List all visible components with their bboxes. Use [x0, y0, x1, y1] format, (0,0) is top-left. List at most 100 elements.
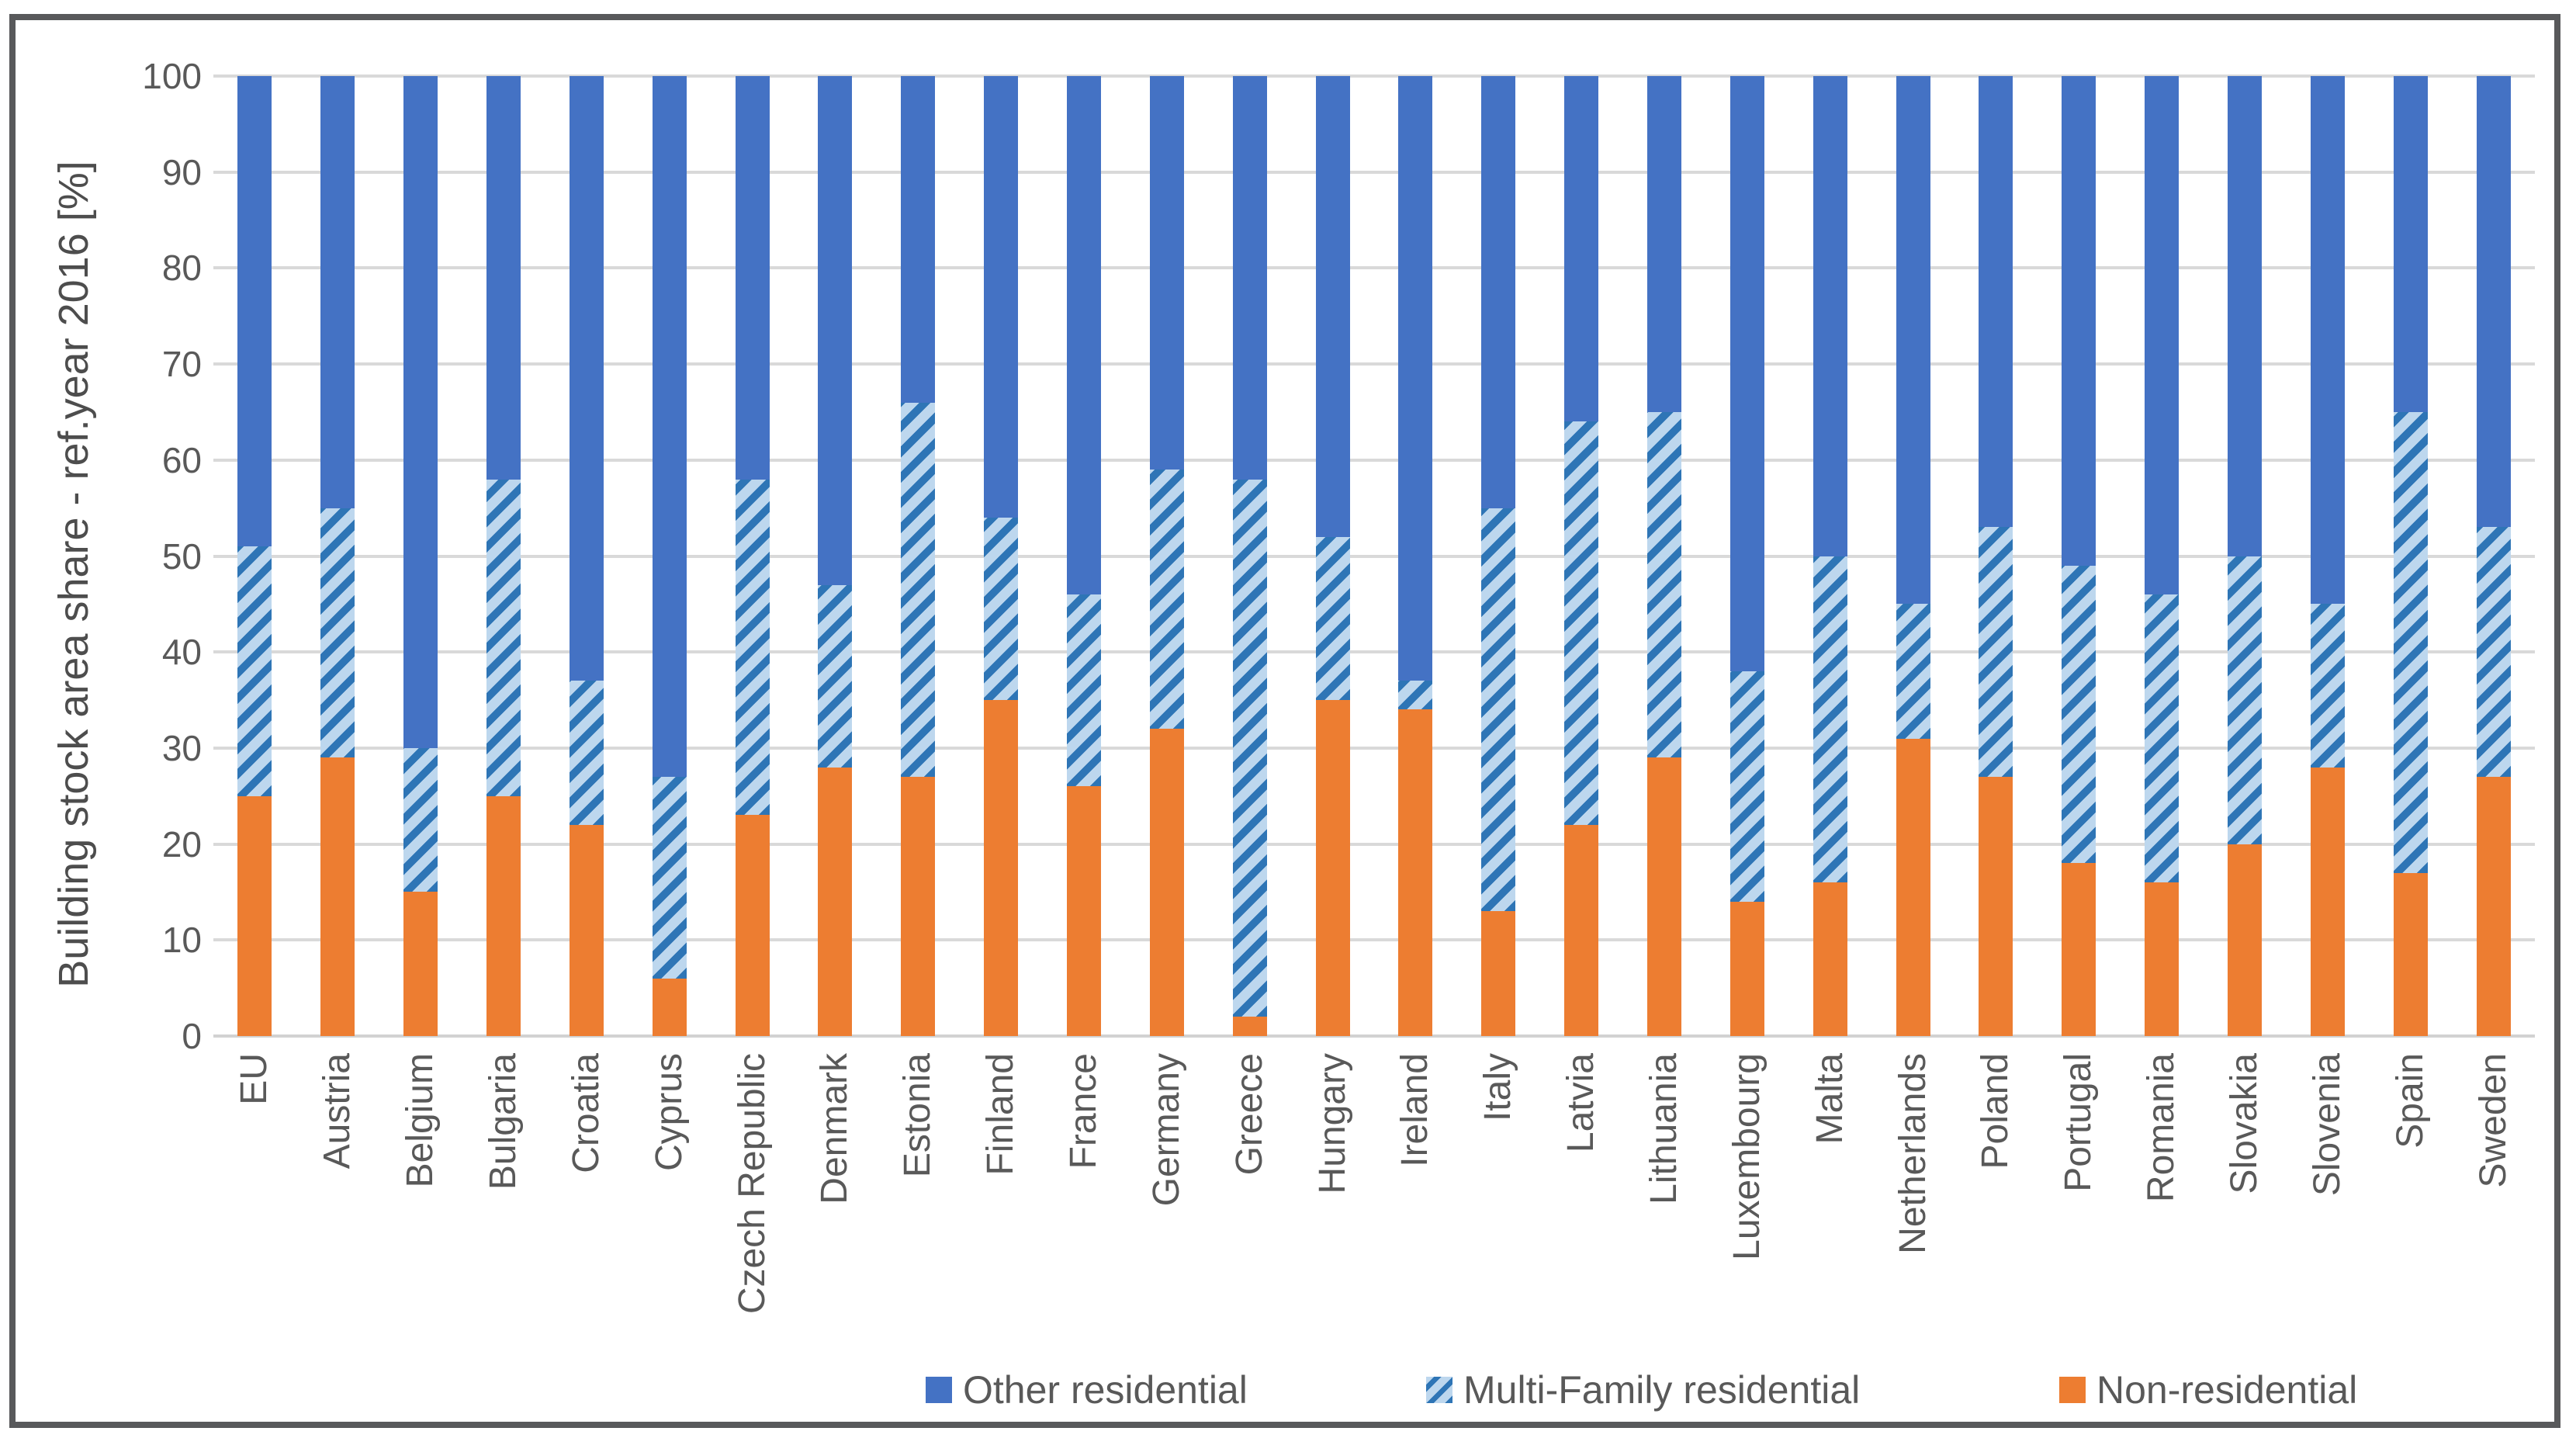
bar-segment-bulgaria-multi-family-residential [486, 479, 521, 796]
x-category-label-germany: Germany [1145, 1053, 1187, 1207]
bar-segment-france-multi-family-residential [1067, 594, 1101, 787]
bar-segment-czech-republic-multi-family-residential [735, 479, 770, 816]
bar-segment-italy-non-residential [1481, 911, 1516, 1036]
x-category-label-france: France [1063, 1053, 1104, 1170]
bar-segment-luxembourg-other-residential [1729, 76, 1764, 671]
y-tick-label-90: 90 [161, 151, 202, 192]
bar-segment-luxembourg-multi-family-residential [1729, 671, 1764, 902]
gridline-0 [213, 1034, 2535, 1038]
bar-segment-germany-non-residential [1149, 729, 1184, 1036]
bar-segment-netherlands-other-residential [1896, 76, 1930, 605]
bar-segment-spain-other-residential [2393, 76, 2428, 412]
bar-segment-romania-other-residential [2145, 76, 2180, 594]
x-category-label-slovakia: Slovakia [2224, 1053, 2265, 1194]
bar-segment-malta-multi-family-residential [1813, 556, 1847, 883]
bar-segment-bulgaria-non-residential [486, 795, 521, 1036]
x-category-label-poland: Poland [1975, 1053, 2017, 1170]
bar-segment-sweden-other-residential [2476, 76, 2511, 528]
x-category-label-estonia: Estonia [897, 1053, 939, 1178]
x-category-label-malta: Malta [1809, 1053, 1851, 1145]
gridline-70 [213, 362, 2535, 366]
bar-segment-slovakia-other-residential [2228, 76, 2262, 556]
bar-segment-denmark-other-residential [818, 76, 853, 585]
gridline-30 [213, 746, 2535, 750]
x-category-label-hungary: Hungary [1311, 1053, 1353, 1194]
bar-segment-france-non-residential [1067, 786, 1101, 1036]
x-category-label-spain: Spain [2389, 1053, 2431, 1149]
bar-segment-germany-multi-family-residential [1149, 470, 1184, 729]
bar-segment-bulgaria-other-residential [486, 76, 521, 480]
bar-segment-spain-multi-family-residential [2393, 411, 2428, 873]
bar-segment-malta-non-residential [1813, 882, 1847, 1036]
bar-segment-lithuania-non-residential [1647, 757, 1681, 1036]
bar-segment-estonia-non-residential [901, 777, 936, 1036]
legend-item-non-residential: Non-residential [2059, 1367, 2357, 1412]
bar-segment-austria-multi-family-residential [320, 508, 355, 758]
bar-segment-latvia-non-residential [1564, 824, 1599, 1036]
bar-segment-denmark-multi-family-residential [818, 584, 853, 768]
bar-segment-greece-multi-family-residential [1232, 479, 1267, 1017]
x-category-label-portugal: Portugal [2058, 1053, 2100, 1192]
gridline-10 [213, 938, 2535, 942]
x-category-label-austria: Austria [317, 1053, 358, 1170]
bar-segment-netherlands-non-residential [1896, 738, 1930, 1036]
x-category-label-lithuania: Lithuania [1643, 1053, 1684, 1204]
x-category-label-ireland: Ireland [1394, 1053, 1436, 1167]
bar-segment-slovakia-non-residential [2228, 844, 2262, 1036]
bar-segment-latvia-multi-family-residential [1564, 421, 1599, 825]
y-tick-label-10: 10 [161, 920, 202, 961]
legend-item-multi-family-residential: Multi-Family residential [1426, 1367, 1860, 1412]
x-category-label-cyprus: Cyprus [648, 1053, 690, 1172]
bar-segment-romania-multi-family-residential [2145, 594, 2180, 883]
bar-segment-estonia-multi-family-residential [901, 402, 936, 777]
bar-segment-poland-non-residential [1979, 777, 2013, 1036]
bar-segment-poland-other-residential [1979, 76, 2013, 528]
bar-segment-portugal-non-residential [2062, 863, 2096, 1036]
bar-segment-ireland-non-residential [1398, 709, 1433, 1036]
bar-segment-ireland-multi-family-residential [1398, 681, 1433, 710]
bar-segment-netherlands-multi-family-residential [1896, 604, 1930, 739]
legend-label-other-residential: Other residential [963, 1368, 1248, 1412]
bar-segment-finland-non-residential [984, 700, 1019, 1036]
bar-segment-cyprus-other-residential [652, 76, 687, 777]
bar-segment-austria-other-residential [320, 76, 355, 508]
bar-segment-hungary-non-residential [1315, 700, 1350, 1036]
legend-label-multi-family-residential: Multi-Family residential [1463, 1368, 1861, 1412]
bar-segment-ireland-other-residential [1398, 76, 1433, 681]
x-category-label-greece: Greece [1228, 1053, 1270, 1176]
bar-segment-croatia-other-residential [569, 76, 604, 681]
bar-segment-sweden-multi-family-residential [2476, 527, 2511, 777]
bar-segment-latvia-other-residential [1564, 76, 1599, 422]
bar-segment-cyprus-multi-family-residential [652, 777, 687, 979]
gridline-20 [213, 842, 2535, 846]
bar-segment-france-other-residential [1067, 76, 1101, 594]
bar-segment-lithuania-multi-family-residential [1647, 411, 1681, 758]
bar-segment-belgium-multi-family-residential [403, 747, 438, 892]
bar-segment-czech-republic-non-residential [735, 815, 770, 1036]
x-category-label-luxembourg: Luxembourg [1726, 1053, 1768, 1260]
y-tick-label-40: 40 [161, 632, 202, 673]
y-tick-label-20: 20 [161, 823, 202, 865]
bar-segment-italy-multi-family-residential [1481, 508, 1516, 912]
y-tick-label-80: 80 [161, 248, 202, 289]
bar-segment-romania-non-residential [2145, 882, 2180, 1036]
bar-segment-finland-multi-family-residential [984, 518, 1019, 701]
bar-segment-slovenia-multi-family-residential [2310, 604, 2345, 768]
y-tick-label-70: 70 [161, 344, 202, 385]
bar-segment-slovakia-multi-family-residential [2228, 556, 2262, 844]
bar-segment-spain-non-residential [2393, 872, 2428, 1036]
y-tick-label-50: 50 [161, 535, 202, 577]
gridline-100 [213, 75, 2535, 78]
x-category-label-latvia: Latvia [1560, 1053, 1602, 1153]
y-tick-label-100: 100 [142, 56, 202, 96]
bar-segment-luxembourg-non-residential [1729, 901, 1764, 1036]
bar-segment-malta-other-residential [1813, 76, 1847, 556]
bar-segment-estonia-other-residential [901, 76, 936, 403]
bar-segment-poland-multi-family-residential [1979, 527, 2013, 777]
bar-segment-lithuania-other-residential [1647, 76, 1681, 412]
bar-segment-eu-non-residential [237, 795, 272, 1036]
gridline-50 [213, 554, 2535, 558]
legend-swatch-other-residential [926, 1377, 952, 1403]
y-tick-label-30: 30 [161, 727, 202, 768]
